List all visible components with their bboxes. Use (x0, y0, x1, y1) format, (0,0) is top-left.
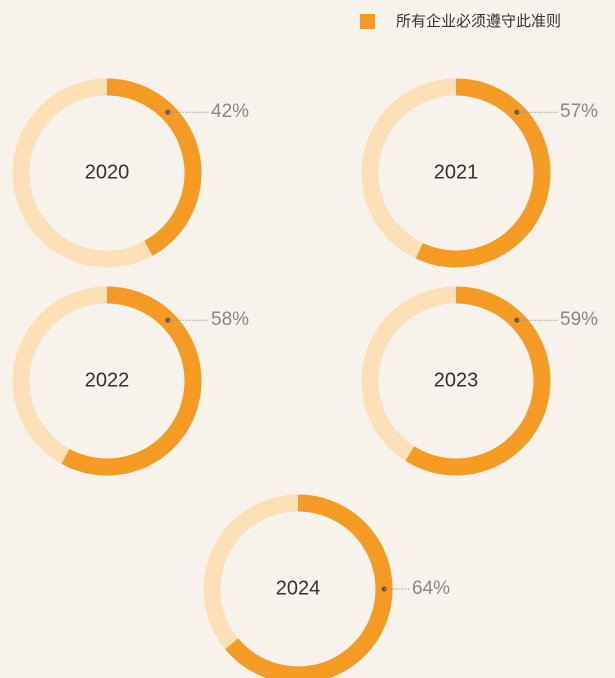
donut-arc (405, 286, 551, 476)
donut-center-label: 2024 (276, 577, 321, 599)
legend-label: 所有企业必须遵守此准则 (396, 12, 561, 30)
donut-center-label: 2023 (434, 369, 479, 391)
donut-arc (415, 78, 551, 268)
value-label: 42% (211, 101, 249, 122)
donut-center-label: 2021 (434, 161, 479, 183)
legend-swatch (360, 14, 375, 29)
value-label: 59% (560, 309, 598, 330)
value-label: 64% (412, 578, 450, 599)
donut-center-label: 2020 (85, 161, 130, 183)
donut-arc (225, 494, 393, 678)
value-label: 58% (211, 309, 249, 330)
donut-arc (106, 78, 202, 256)
donut-center-label: 2022 (85, 369, 130, 391)
donut-arc (61, 286, 202, 476)
value-label: 57% (560, 101, 598, 122)
